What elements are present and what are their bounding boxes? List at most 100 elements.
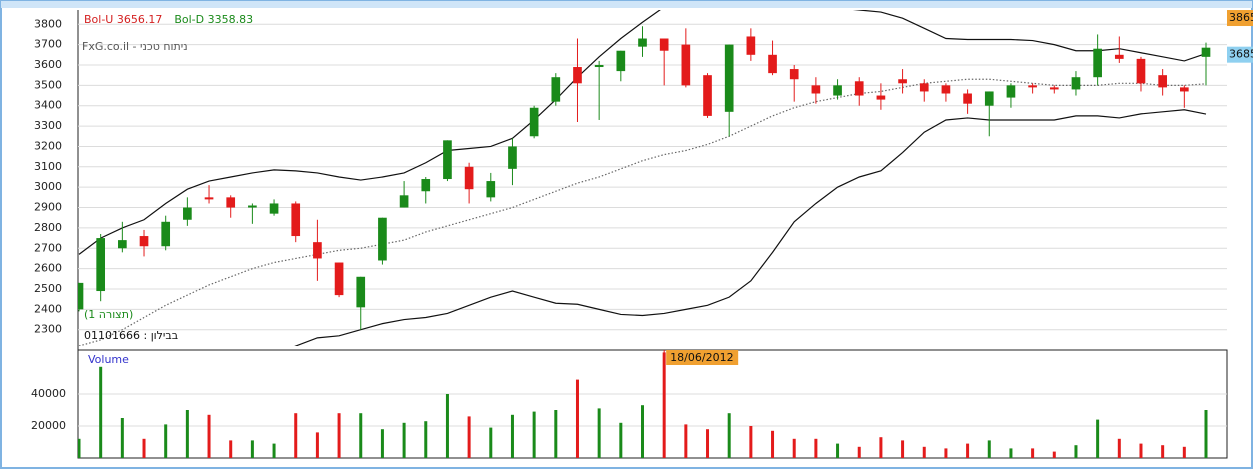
y-tick-label: 3800 [34, 17, 62, 30]
volume-bar [99, 366, 103, 458]
volume-bar [922, 446, 926, 458]
candle-body [356, 276, 366, 308]
volume-bar [1009, 448, 1013, 458]
y-tick-label: 3700 [34, 38, 62, 51]
price-badge-bg [1227, 46, 1253, 63]
volume-title: Volume [88, 353, 129, 366]
y-tick-label: 2900 [34, 201, 62, 214]
volume-bar [684, 424, 688, 458]
candle-body [594, 64, 604, 68]
candle-body [854, 81, 864, 96]
bollinger-band [78, 78, 1207, 346]
volume-bar [1182, 446, 1186, 458]
note: 01101666 : בבילון [84, 329, 178, 342]
candle-body [811, 85, 821, 94]
candle-body [96, 238, 106, 292]
candle-body [508, 146, 517, 169]
volume-bar [315, 432, 319, 458]
volume-bar [359, 413, 363, 458]
candle-body [1071, 77, 1081, 90]
candle-body [551, 77, 561, 102]
volume-bar [987, 440, 991, 458]
candle-body [529, 107, 539, 137]
volume-bar [641, 405, 644, 458]
candle-body [1114, 54, 1124, 59]
candle-body [746, 36, 756, 55]
volume-bar [1031, 448, 1035, 458]
candle-body [183, 207, 192, 220]
y-tick-label: 3600 [34, 58, 62, 71]
volume-bar [727, 413, 731, 458]
candle-body [443, 140, 452, 180]
volume-bar [706, 429, 710, 458]
y-tick-label: 2400 [34, 302, 62, 315]
volume-bar [1096, 419, 1100, 458]
volume-bar [901, 440, 905, 458]
volume-bar [771, 430, 775, 458]
candle-body [1006, 85, 1016, 98]
volume-bar [1052, 451, 1056, 458]
volume-bar [424, 421, 428, 458]
candle-body [399, 195, 409, 208]
y-tick-label: 3400 [34, 99, 62, 112]
candle-body [659, 38, 669, 51]
legend-entry: Bol-U 3656.17 [84, 13, 162, 26]
volume-bar [966, 443, 970, 458]
candle-body [573, 67, 582, 84]
volume-bar [619, 422, 623, 458]
bollinger-band [78, 10, 1207, 255]
y-tick-label: 2800 [34, 221, 62, 234]
volume-bar [337, 413, 341, 458]
candle-body [1028, 85, 1037, 88]
top-bar [1, 1, 1252, 8]
candle-body [291, 203, 301, 237]
candle-body [269, 203, 279, 214]
volume-bar [185, 410, 189, 458]
volume-bar [857, 446, 861, 458]
y-tick-label: 2700 [34, 241, 62, 254]
volume-bar [294, 413, 298, 458]
volume-bar [879, 437, 883, 458]
candle-body [724, 44, 734, 112]
price-badge: 3685 [1229, 48, 1253, 61]
y-tick-label: 2600 [34, 262, 62, 275]
candle-body [464, 166, 474, 190]
price-badge-bg [1227, 10, 1253, 27]
price-badge: 3865 [1229, 11, 1253, 24]
candle-body [313, 242, 322, 259]
date-badge: 18/06/2012 [670, 351, 733, 364]
volume-bar [1074, 445, 1078, 458]
volume-bar [120, 418, 124, 458]
y-tick-label: 40000 [31, 387, 66, 400]
y-tick-label: 2500 [34, 282, 62, 295]
volume-bar [836, 443, 840, 458]
volume-bar [272, 443, 276, 458]
volume-bar [944, 448, 948, 458]
candle-body [703, 75, 712, 116]
volume-bar [597, 408, 601, 458]
candle-body [919, 83, 929, 92]
volume-bar [164, 424, 168, 458]
candle-body [941, 85, 951, 94]
volume-bar [532, 411, 536, 458]
note: (תצורה 1) [84, 308, 133, 321]
volume-bar [510, 414, 514, 458]
candle-body [1136, 58, 1146, 84]
volume-bar [402, 422, 406, 458]
volume-bar [445, 394, 449, 458]
candle-body [248, 205, 257, 208]
candle-body [1158, 75, 1167, 88]
volume-bar [380, 429, 384, 458]
volume-bar [229, 440, 233, 458]
candle-body [161, 221, 171, 247]
candle-body [1093, 48, 1102, 78]
candle-body [1201, 47, 1211, 57]
y-tick-label: 3500 [34, 78, 62, 91]
candle-body [204, 197, 214, 200]
candle-body [898, 79, 907, 84]
volume-bar [814, 438, 818, 458]
candle-body [139, 236, 149, 247]
candle-body [421, 179, 431, 192]
